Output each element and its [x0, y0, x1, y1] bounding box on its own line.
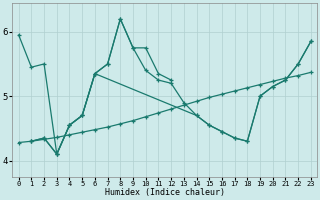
- X-axis label: Humidex (Indice chaleur): Humidex (Indice chaleur): [105, 188, 225, 197]
